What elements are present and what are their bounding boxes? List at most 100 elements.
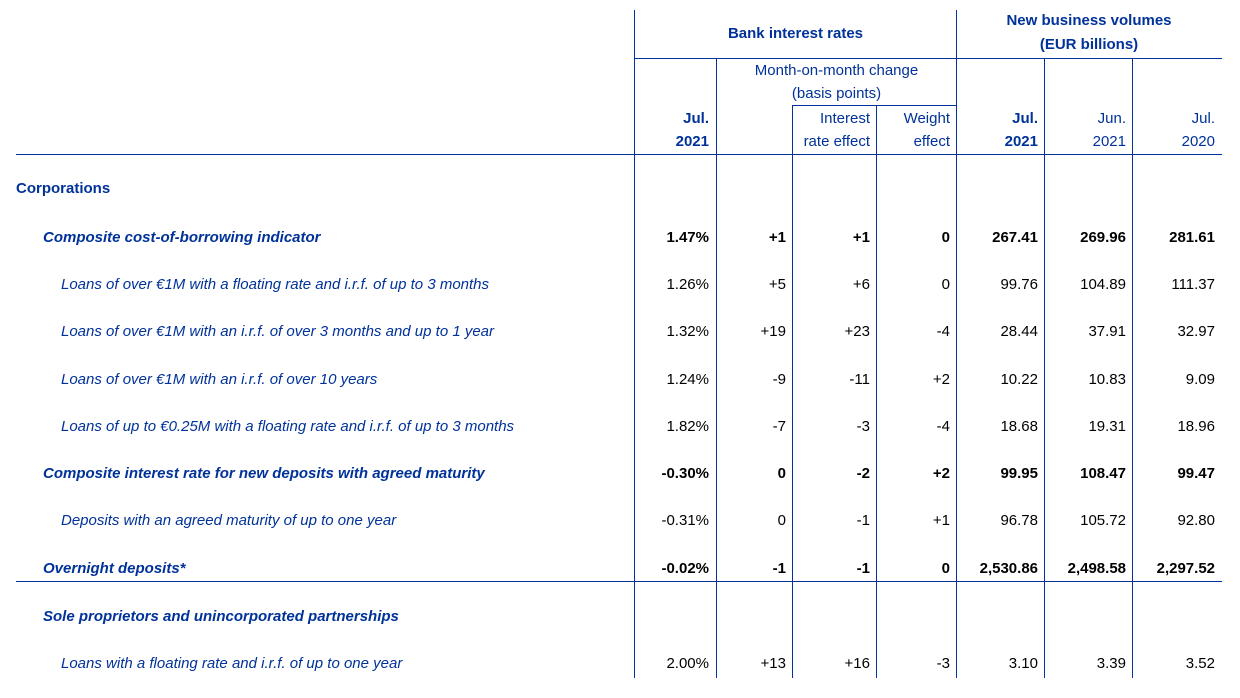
cell-rate-jul2021: 1.82% [666, 418, 709, 435]
cell-rate-jul2021: 1.26% [666, 276, 709, 293]
cell-ir-effect: -11 [849, 371, 870, 388]
header-vol-jul2020-month: Jul. [1191, 110, 1215, 127]
header-rule-top [634, 58, 1222, 59]
header-vol-jul2021-month: Jul. [1012, 110, 1038, 127]
row-label: Loans of up to €0.25M with a floating ra… [61, 418, 515, 435]
cell-vol-jun2021: 2,498.58 [1067, 560, 1126, 577]
row-label: Loans with a floating rate and i.r.f. of… [61, 655, 403, 672]
cell-rate-jul2021: 2.00% [666, 655, 709, 672]
cell-vol-jul2020: 99.47 [1177, 465, 1215, 482]
cell-vol-jun2021: 3.39 [1096, 655, 1126, 672]
cell-rate-jul2021: -0.02% [661, 560, 709, 577]
table-row: Loans with a floating rate and i.r.f. of… [0, 654, 1240, 674]
cell-vol-jun2021: 105.72 [1080, 512, 1126, 529]
divider-jun2021-left [1044, 59, 1045, 678]
cell-ir-effect: +6 [852, 276, 870, 293]
cell-weight-effect: +2 [932, 371, 950, 388]
table-row: Sole proprietors and unincorporated part… [0, 607, 1240, 627]
header-ir-effect-line2: rate effect [803, 133, 870, 150]
cell-vol-jun2021: 19.31 [1088, 418, 1126, 435]
divider-weight-left [876, 106, 877, 678]
cell-ir-effect: +1 [852, 229, 870, 246]
cell-weight-effect: 0 [941, 229, 950, 246]
divider-jul2020-left [1132, 59, 1133, 678]
cell-mom-change: -7 [772, 418, 786, 435]
cell-ir-effect: +23 [844, 323, 870, 340]
section-rule [16, 581, 1222, 582]
header-rule-mom [792, 105, 956, 106]
cell-ir-effect: -1 [856, 560, 870, 577]
cell-mom-change: +1 [768, 229, 786, 246]
cell-weight-effect: -3 [936, 655, 950, 672]
table-row: Corporations [0, 179, 1240, 199]
cell-vol-jul2020: 111.37 [1171, 276, 1215, 293]
cell-mom-change: 0 [777, 465, 786, 482]
divider-rates-left [634, 10, 635, 678]
cell-weight-effect: -4 [936, 418, 950, 435]
cell-weight-effect: 0 [941, 560, 950, 577]
row-label: Loans of over €1M with an i.r.f. of over… [61, 323, 495, 340]
row-label: Loans of over €1M with an i.r.f. of over… [61, 371, 378, 388]
cell-vol-jul2021: 3.10 [1008, 655, 1038, 672]
header-rate-jul2021-year: 2021 [675, 133, 709, 150]
cell-vol-jul2021: 28.44 [1000, 323, 1038, 340]
cell-rate-jul2021: -0.31% [661, 512, 709, 529]
row-label: Composite interest rate for new deposits… [43, 465, 485, 482]
cell-vol-jun2021: 37.91 [1088, 323, 1126, 340]
cell-weight-effect: -4 [936, 323, 950, 340]
cell-vol-jun2021: 104.89 [1080, 276, 1126, 293]
cell-vol-jul2021: 99.95 [1000, 465, 1038, 482]
cell-mom-change: +13 [760, 655, 786, 672]
row-label: Overnight deposits* [43, 560, 186, 577]
header-volumes-line1: New business volumes [1006, 12, 1172, 29]
header-bank-rates: Bank interest rates [727, 25, 864, 42]
cell-vol-jul2021: 96.78 [1000, 512, 1038, 529]
cell-weight-effect: 0 [941, 276, 950, 293]
table-row: Overnight deposits* -0.02% -1 -1 0 2,530… [0, 559, 1240, 579]
cell-vol-jul2021: 10.22 [1000, 371, 1038, 388]
cell-ir-effect: -2 [856, 465, 870, 482]
header-vol-jun2021-month: Jun. [1097, 110, 1126, 127]
cell-rate-jul2021: 1.47% [666, 229, 709, 246]
header-rule-bottom [16, 154, 1222, 155]
cell-rate-jul2021: -0.30% [661, 465, 709, 482]
header-mom-line2: (basis points) [791, 85, 882, 102]
table-row: Loans of over €1M with an i.r.f. of over… [0, 322, 1240, 342]
header-weight-line2: effect [913, 133, 950, 150]
table-row: Composite cost-of-borrowing indicator 1.… [0, 228, 1240, 248]
cell-vol-jul2020: 281.61 [1169, 229, 1215, 246]
header-vol-jun2021-year: 2021 [1092, 133, 1126, 150]
table-row: Loans of up to €0.25M with a floating ra… [0, 417, 1240, 437]
cell-rate-jul2021: 1.24% [666, 371, 709, 388]
cell-vol-jul2020: 3.52 [1185, 655, 1215, 672]
cell-vol-jun2021: 269.96 [1080, 229, 1126, 246]
cell-mom-change: +19 [760, 323, 786, 340]
cell-vol-jul2020: 92.80 [1177, 512, 1215, 529]
divider-ir-effect-left [792, 106, 793, 678]
cell-mom-change: -1 [772, 560, 786, 577]
cell-vol-jul2021: 2,530.86 [979, 560, 1038, 577]
cell-ir-effect: -1 [856, 512, 870, 529]
cell-vol-jun2021: 108.47 [1080, 465, 1126, 482]
table-row: Loans of over €1M with a floating rate a… [0, 275, 1240, 295]
row-label: Sole proprietors and unincorporated part… [43, 608, 399, 625]
cell-mom-change: +5 [768, 276, 786, 293]
table-row: Composite interest rate for new deposits… [0, 464, 1240, 484]
row-label: Deposits with an agreed maturity of up t… [61, 512, 397, 529]
cell-vol-jun2021: 10.83 [1088, 371, 1126, 388]
table-row: Deposits with an agreed maturity of up t… [0, 511, 1240, 531]
header-vol-jul2020-year: 2020 [1181, 133, 1215, 150]
cell-vol-jul2021: 267.41 [992, 229, 1038, 246]
cell-vol-jul2020: 9.09 [1185, 371, 1215, 388]
cell-vol-jul2021: 18.68 [1000, 418, 1038, 435]
header-ir-effect-line1: Interest [819, 110, 870, 127]
cell-vol-jul2020: 18.96 [1177, 418, 1215, 435]
header-volumes-line2: (EUR billions) [1039, 36, 1139, 53]
header-weight-line1: Weight [903, 110, 950, 127]
row-label: Corporations [16, 180, 111, 197]
cell-rate-jul2021: 1.32% [666, 323, 709, 340]
cell-vol-jul2021: 99.76 [1000, 276, 1038, 293]
header-rate-jul2021-month: Jul. [683, 110, 709, 127]
header-mom-line1: Month-on-month change [754, 62, 919, 79]
table-row: Loans of over €1M with an i.r.f. of over… [0, 370, 1240, 390]
